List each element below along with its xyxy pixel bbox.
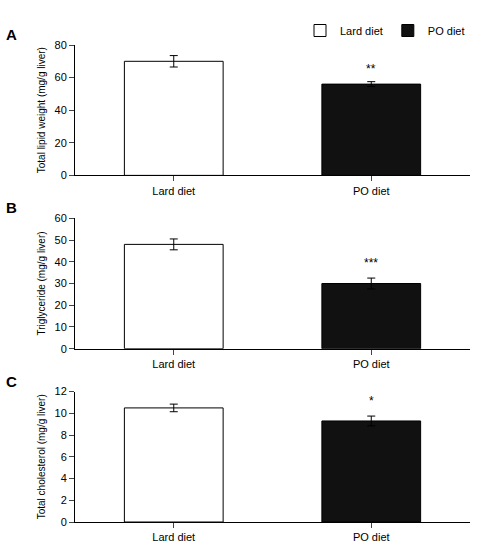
svg-text:30: 30 bbox=[55, 277, 67, 289]
svg-text:PO diet: PO diet bbox=[353, 185, 390, 197]
svg-text:40: 40 bbox=[55, 256, 67, 268]
svg-text:Lard diet: Lard diet bbox=[152, 185, 195, 197]
svg-text:2: 2 bbox=[61, 494, 67, 506]
svg-text:Lard diet: Lard diet bbox=[152, 358, 195, 370]
svg-text:12: 12 bbox=[55, 385, 67, 397]
svg-text:20: 20 bbox=[55, 137, 67, 149]
svg-text:*: * bbox=[369, 394, 374, 408]
svg-text:80: 80 bbox=[55, 39, 67, 51]
svg-text:***: *** bbox=[364, 256, 378, 270]
svg-text:8: 8 bbox=[61, 429, 67, 441]
svg-text:A: A bbox=[6, 26, 17, 43]
svg-text:0: 0 bbox=[61, 516, 67, 528]
svg-text:Lard diet: Lard diet bbox=[152, 531, 195, 543]
svg-text:10: 10 bbox=[55, 407, 67, 419]
svg-text:**: ** bbox=[366, 62, 376, 76]
svg-text:20: 20 bbox=[55, 299, 67, 311]
svg-text:Total cholesterol (mg/g liver): Total cholesterol (mg/g liver) bbox=[36, 394, 47, 519]
svg-text:40: 40 bbox=[55, 104, 67, 116]
svg-text:Triglyceride (mg/g liver): Triglyceride (mg/g liver) bbox=[36, 231, 47, 335]
svg-text:Lard diet: Lard diet bbox=[340, 25, 383, 37]
svg-text:6: 6 bbox=[61, 451, 67, 463]
svg-text:PO diet: PO diet bbox=[353, 358, 390, 370]
svg-text:60: 60 bbox=[55, 212, 67, 224]
svg-text:60: 60 bbox=[55, 71, 67, 83]
svg-text:Total lipid weight (mg/g liver: Total lipid weight (mg/g liver) bbox=[36, 47, 47, 173]
svg-text:B: B bbox=[6, 199, 17, 216]
svg-text:0: 0 bbox=[61, 169, 67, 181]
svg-text:0: 0 bbox=[61, 343, 67, 355]
svg-text:10: 10 bbox=[55, 321, 67, 333]
svg-text:C: C bbox=[6, 373, 17, 390]
svg-text:PO diet: PO diet bbox=[428, 25, 465, 37]
svg-text:PO diet: PO diet bbox=[353, 531, 390, 543]
svg-text:50: 50 bbox=[55, 234, 67, 246]
svg-text:4: 4 bbox=[61, 472, 67, 484]
